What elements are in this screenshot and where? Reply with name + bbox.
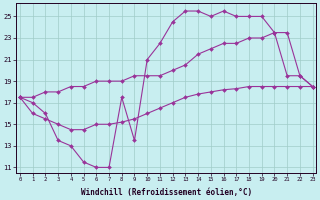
X-axis label: Windchill (Refroidissement éolien,°C): Windchill (Refroidissement éolien,°C) bbox=[81, 188, 252, 197]
